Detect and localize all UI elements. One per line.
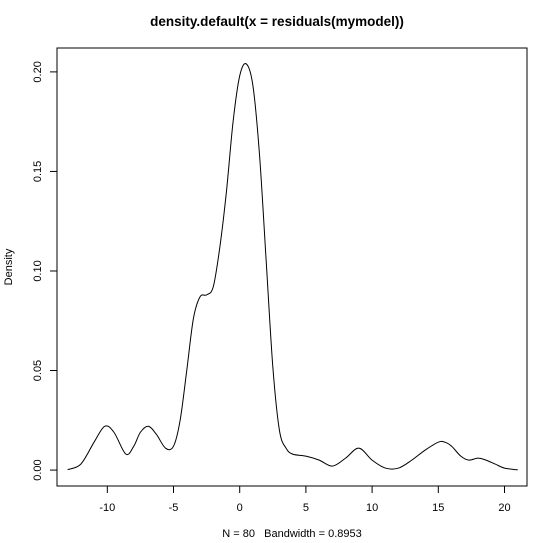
y-axis-label: Density: [3, 248, 15, 285]
x-tick-label: 0: [237, 502, 243, 514]
x-tick-label: 10: [366, 502, 378, 514]
x-tick-label: 20: [498, 502, 510, 514]
density-curve: [67, 63, 518, 471]
x-tick-label: -5: [169, 502, 179, 514]
y-tick-label: 0.15: [32, 161, 44, 182]
y-tick-label: 0.00: [32, 459, 44, 480]
x-axis-label: N = 80 Bandwidth = 0.8953: [222, 528, 361, 540]
y-tick-label: 0.20: [32, 61, 44, 82]
chart-title: density.default(x = residuals(mymodel)): [150, 14, 404, 29]
y-tick-label: 0.05: [32, 360, 44, 381]
y-tick-label: 0.10: [32, 260, 44, 281]
x-tick-label: 5: [303, 502, 309, 514]
x-tick-label: -10: [99, 502, 115, 514]
x-tick-label: 15: [432, 502, 444, 514]
x-axis: -10 -5 0 5 10 15 20: [99, 485, 511, 514]
plot-frame: [56, 47, 528, 487]
y-axis: 0.00 0.05 0.10 0.15 0.20: [32, 61, 58, 481]
